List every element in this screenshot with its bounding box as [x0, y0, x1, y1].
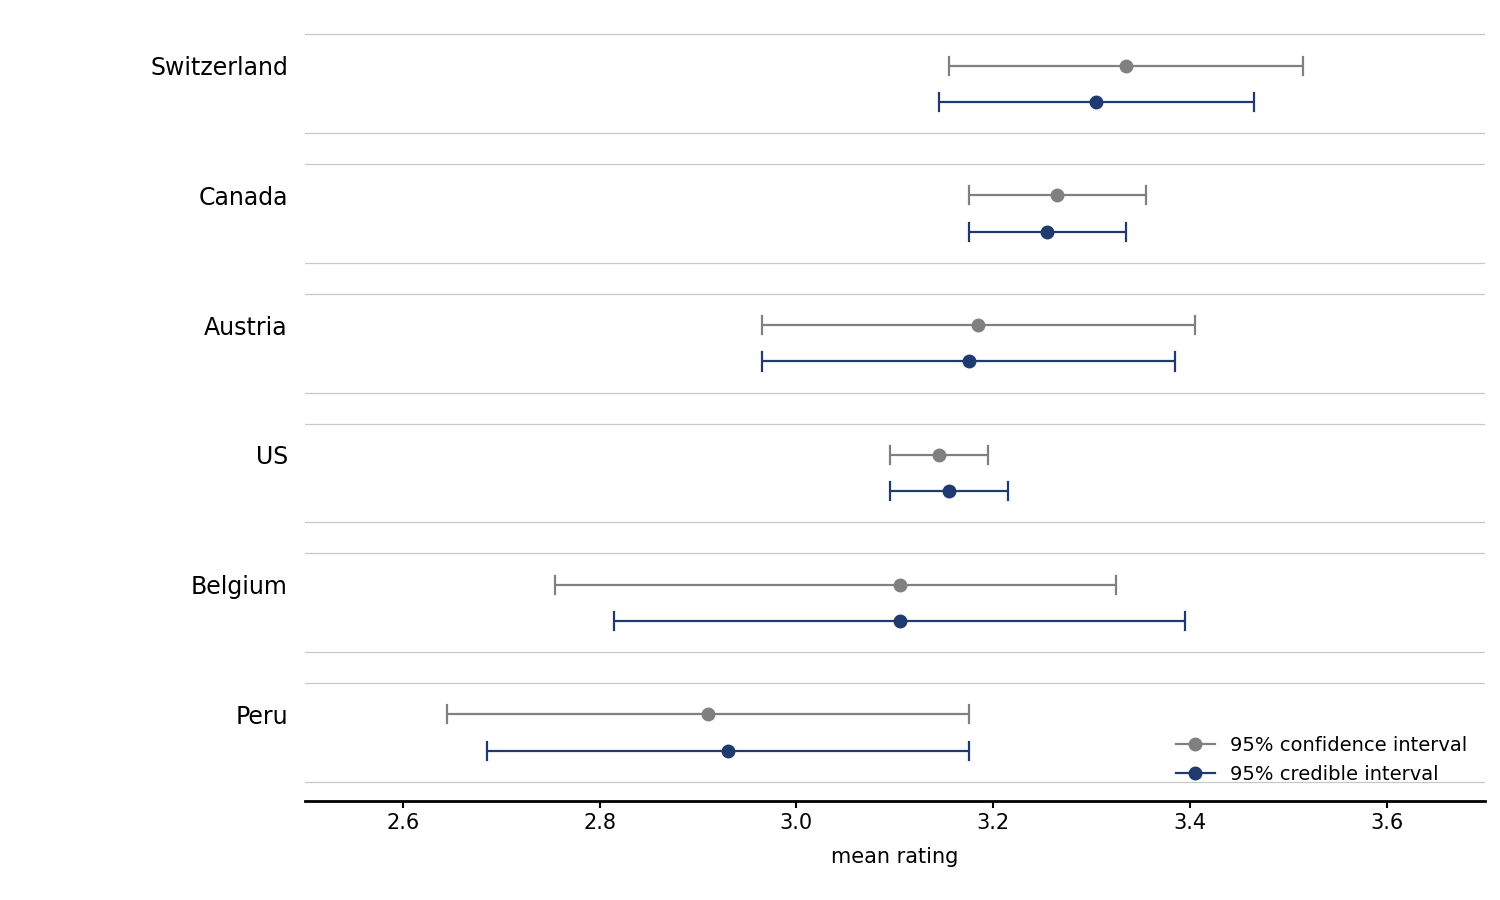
X-axis label: mean rating: mean rating — [831, 847, 958, 867]
Legend: 95% confidence interval, 95% credible interval: 95% confidence interval, 95% credible in… — [1168, 728, 1476, 792]
